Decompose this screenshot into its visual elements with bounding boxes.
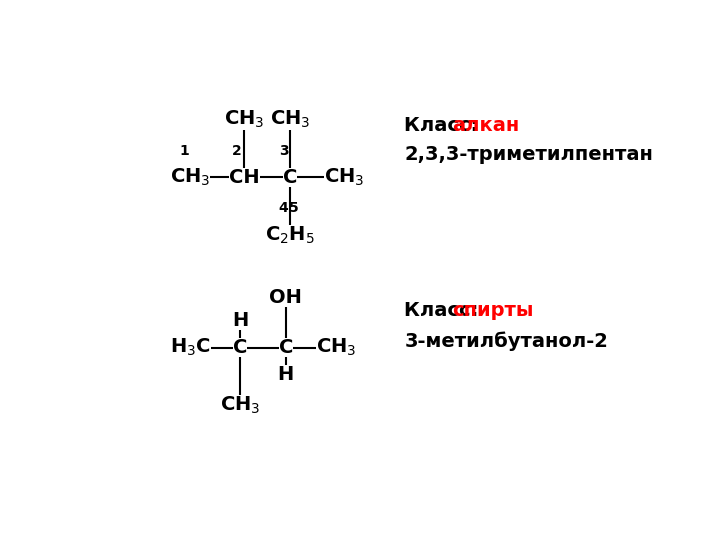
Text: 4: 4 xyxy=(279,201,288,215)
Text: Класс:: Класс: xyxy=(405,116,485,134)
Text: CH$_3$: CH$_3$ xyxy=(315,337,356,358)
Text: спирты: спирты xyxy=(452,301,534,320)
Text: CH$_3$: CH$_3$ xyxy=(224,108,264,130)
Text: 3: 3 xyxy=(279,144,289,158)
Text: 2,3,3-триметилпентан: 2,3,3-триметилпентан xyxy=(405,145,653,164)
Text: CH: CH xyxy=(229,167,260,186)
Text: CH$_3$: CH$_3$ xyxy=(220,395,261,416)
Text: CH$_3$: CH$_3$ xyxy=(324,166,364,188)
Text: 3-метилбутанол-2: 3-метилбутанол-2 xyxy=(405,332,608,351)
Text: C$_2$H$_5$: C$_2$H$_5$ xyxy=(265,225,315,246)
Text: CH$_3$: CH$_3$ xyxy=(270,108,310,130)
Text: C: C xyxy=(283,167,297,186)
Text: CH$_3$: CH$_3$ xyxy=(170,166,210,188)
Text: H: H xyxy=(278,365,294,384)
Text: 5: 5 xyxy=(289,201,298,215)
Text: H: H xyxy=(232,311,248,330)
Text: C: C xyxy=(279,338,293,357)
Text: C: C xyxy=(233,338,247,357)
Text: алкан: алкан xyxy=(452,116,519,134)
Text: Класс:: Класс: xyxy=(405,301,485,320)
Text: OH: OH xyxy=(269,288,302,307)
Text: 1: 1 xyxy=(179,144,189,158)
Text: H$_3$C: H$_3$C xyxy=(170,337,211,358)
Text: 2: 2 xyxy=(233,144,242,158)
